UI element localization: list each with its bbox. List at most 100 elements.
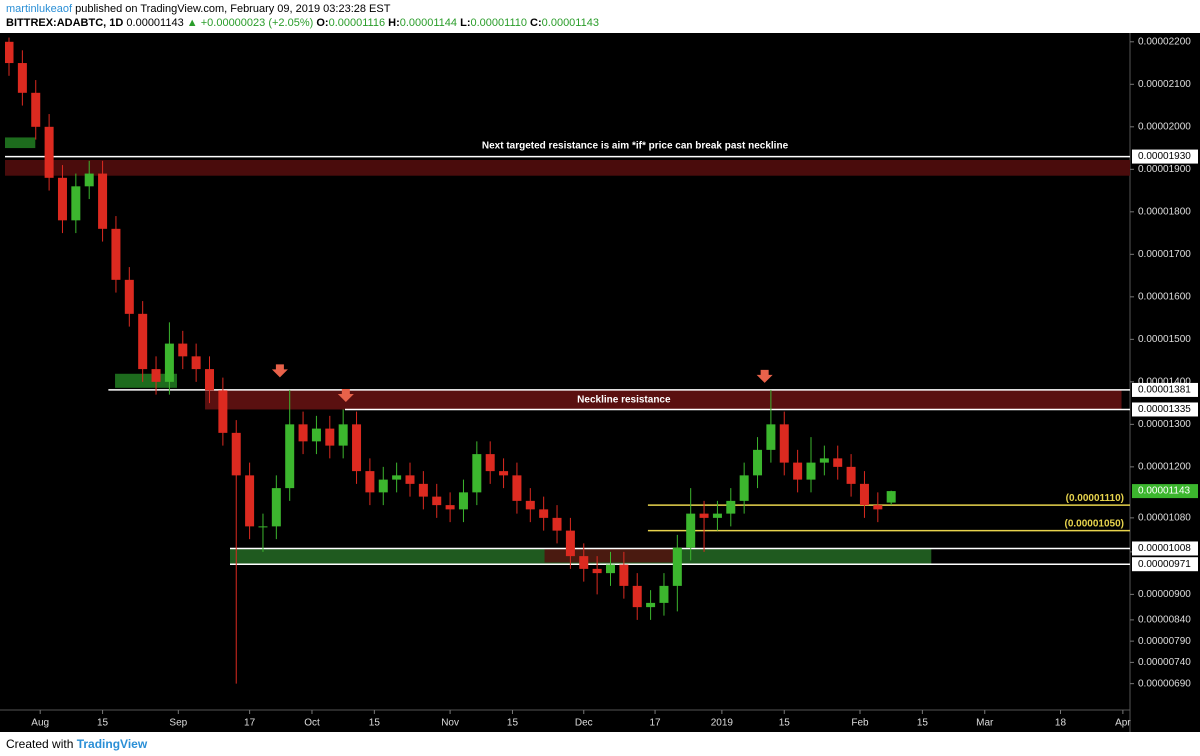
y-tick-label: 0.00001900	[1138, 164, 1191, 175]
l: 0.00001110	[470, 17, 527, 29]
candle-body	[311, 428, 321, 442]
l-label: L:	[460, 17, 471, 29]
candle-body	[365, 471, 375, 493]
h: 0.00001144	[399, 17, 458, 29]
candle-body	[111, 228, 121, 280]
y-tick-label: 0.00000790	[1138, 636, 1191, 647]
x-tick-label: Mar	[976, 718, 994, 729]
candle-body	[472, 454, 482, 493]
candle-body	[17, 63, 27, 93]
candle-body	[539, 509, 549, 518]
candle-body	[726, 500, 736, 514]
candle-body	[231, 432, 241, 476]
candle-body	[552, 517, 562, 531]
candle-body	[619, 564, 629, 586]
candle-body	[84, 173, 94, 187]
last: 0.00001143	[126, 17, 184, 29]
header-line: BITTREX:ADABTC, 1D 0.00001143 ▲ +0.00000…	[6, 16, 1194, 30]
x-tick-label: Aug	[31, 718, 49, 729]
y-tick-label: 0.00000900	[1138, 589, 1191, 600]
arrow	[271, 364, 288, 378]
symbol: BITTREX:ADABTC, 1D	[6, 17, 124, 29]
x-tick-label: 2019	[711, 718, 734, 729]
candle-body	[98, 173, 108, 229]
y-tick-label: 0.00000690	[1138, 678, 1191, 689]
x-tick-label: Dec	[575, 718, 593, 729]
author: martinlukeaof	[6, 3, 73, 15]
candle-body	[298, 424, 308, 442]
candle-body	[672, 547, 682, 586]
candle-body	[432, 496, 442, 506]
candle-body	[418, 483, 428, 497]
y-tick-label: 0.00001400	[1138, 376, 1191, 387]
price-label-box	[1132, 557, 1198, 572]
candle-body	[485, 454, 495, 472]
candle-body	[886, 491, 896, 503]
candle-body	[592, 568, 602, 574]
candle-body	[833, 458, 843, 467]
header: martinlukeaof published on TradingView.c…	[0, 0, 1200, 33]
x-tick-label: Apr	[1115, 718, 1131, 729]
created: Created with	[6, 737, 74, 751]
zone	[5, 137, 36, 149]
candle-body	[699, 513, 709, 518]
candle-body	[405, 475, 415, 484]
header-line: martinlukeaof published on TradingView.c…	[6, 2, 1194, 16]
x-tick-label: Oct	[304, 718, 320, 729]
x-tick-label: 17	[649, 718, 661, 729]
y-tick-label: 0.00001080	[1138, 513, 1191, 524]
candle-body	[525, 500, 535, 510]
annotation: Next targeted resistance is aim *if* pri…	[482, 141, 789, 152]
x-tick-label: 15	[779, 718, 791, 729]
background	[0, 33, 1200, 732]
candle-body	[191, 356, 201, 370]
o-label: O:	[316, 17, 329, 29]
chart: 0.00002200 0.00002100 0.00002000 0.00001900…	[0, 33, 1200, 732]
x-tick-label: 18	[1055, 718, 1067, 729]
zone	[115, 373, 177, 388]
candle-body	[499, 471, 509, 476]
x-tick-label: 15	[507, 718, 519, 729]
footer: Created with TradingView	[0, 732, 1200, 756]
candle-body	[44, 126, 54, 178]
price-label-box	[1132, 402, 1198, 417]
price-label: 0.00001008	[1138, 543, 1191, 554]
candle-body	[859, 483, 869, 506]
candle-body	[271, 488, 281, 527]
level-label: (0.00001110)	[1066, 493, 1124, 504]
y-tick-label: 0.00001300	[1138, 419, 1191, 430]
arrow	[756, 369, 773, 383]
x-tick-label: Nov	[441, 718, 459, 729]
candle-body	[445, 505, 455, 510]
candle-body	[218, 390, 228, 433]
candle-body	[873, 505, 883, 510]
zone	[544, 548, 673, 563]
candle-body	[392, 475, 402, 480]
candle-body	[378, 479, 388, 493]
plot	[5, 37, 1130, 684]
candle-body	[124, 279, 134, 314]
candle-body	[258, 526, 268, 528]
candle-body	[178, 343, 188, 357]
candle-body	[605, 564, 615, 574]
x-tick-label: 15	[97, 718, 109, 729]
brand: TradingView	[76, 737, 148, 751]
candle-body	[164, 343, 174, 382]
candle-body	[766, 424, 776, 450]
candle-body	[458, 492, 468, 510]
y-tick-label: 0.00001600	[1138, 291, 1191, 302]
candle-body	[71, 186, 81, 221]
c-label: C:	[530, 17, 542, 29]
candle-body	[632, 585, 642, 608]
price-label-box	[1132, 484, 1198, 499]
y-tick-label: 0.00001500	[1138, 334, 1191, 345]
candle-body	[338, 424, 348, 446]
candle-body	[205, 369, 215, 391]
y-tick-label: 0.00002100	[1138, 79, 1191, 90]
price-label: 0.00001143	[1138, 486, 1191, 497]
candle-body	[793, 462, 803, 480]
candle-body	[151, 369, 161, 382]
y-tick-label: 0.00002000	[1138, 121, 1191, 132]
price-label-box	[1132, 149, 1198, 164]
